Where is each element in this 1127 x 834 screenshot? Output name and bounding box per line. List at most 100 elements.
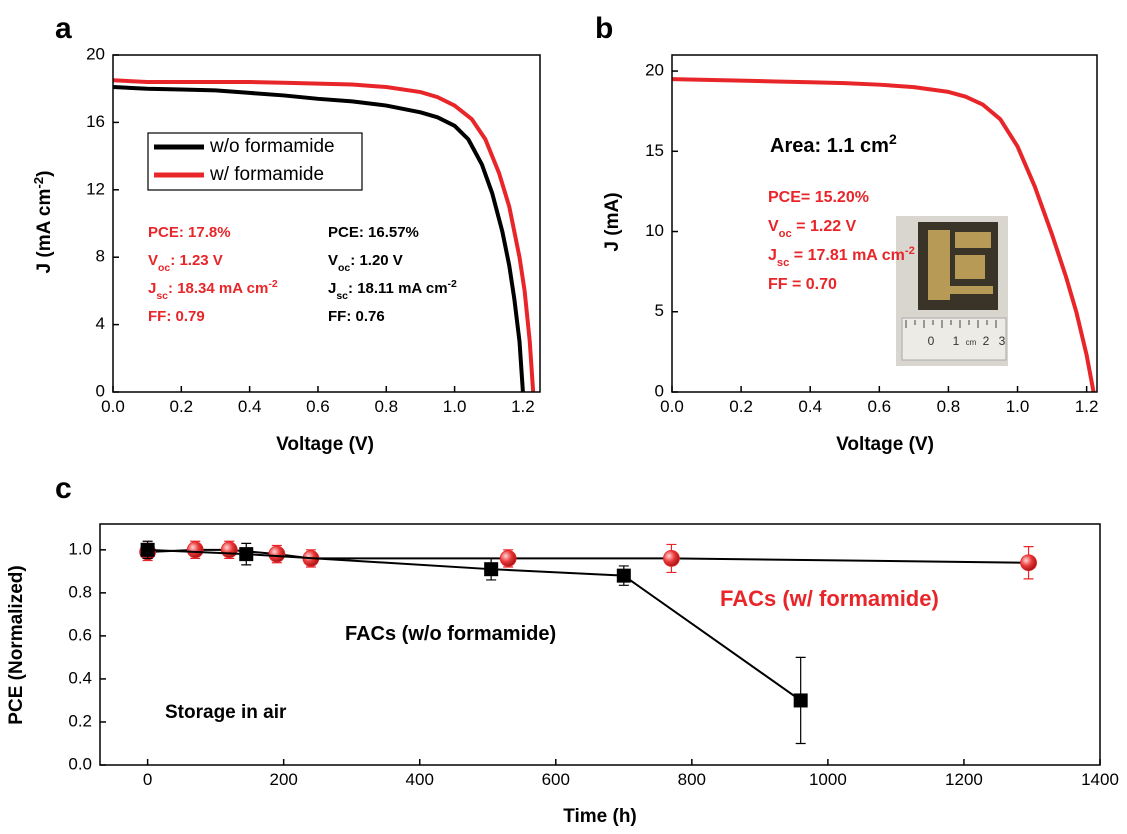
annotation: FF = 0.70: [768, 276, 837, 293]
y-tick-label: 10: [645, 221, 664, 240]
x-tick-label: 600: [542, 770, 570, 789]
x-tick-label: 1.2: [511, 397, 535, 416]
series-line: [112, 85, 525, 393]
y-tick-label: 15: [645, 141, 664, 160]
y-tick-label: 12: [86, 179, 105, 198]
x-tick-label: 0.4: [798, 397, 822, 416]
y-tick-label: 16: [86, 112, 105, 131]
annotation: Storage in air: [165, 702, 287, 723]
text-segment: oc: [158, 262, 170, 274]
annotation: Jsc: 18.34 mA cm-2: [148, 278, 278, 302]
marker: [1020, 554, 1037, 572]
y-tick-label: 0: [655, 381, 664, 400]
text-segment: J (mA cm: [34, 189, 55, 274]
text-segment: sc: [777, 257, 789, 269]
x-tick-label: 1.0: [443, 397, 467, 416]
series-line: [671, 77, 1096, 393]
series-label: FACs (w/ formamide): [720, 586, 939, 611]
x-tick-label: 0.4: [238, 397, 262, 416]
text-segment: = 17.81 mA cm: [789, 247, 904, 264]
x-tick-label: 1.0: [1006, 397, 1030, 416]
x-axis-label: Time (h): [563, 806, 637, 827]
y-tick-label: 0: [96, 381, 105, 400]
text-segment: Voltage (V): [276, 434, 374, 455]
x-axis-label: Voltage (V): [276, 434, 374, 455]
series-line: [112, 78, 536, 393]
x-tick-label: 0: [143, 770, 152, 789]
text-segment: : 1.23 V: [170, 252, 223, 269]
x-tick-label: 0.0: [660, 397, 684, 416]
y-tick-label: 0.6: [68, 625, 92, 644]
text-segment: oc: [779, 228, 792, 240]
text-segment: = 1.22 V: [792, 218, 857, 235]
marker: [220, 541, 238, 559]
x-tick-label: 400: [406, 770, 434, 789]
text-segment: V: [768, 218, 779, 235]
text-segment: Area: 1.1 cm: [770, 135, 889, 157]
x-tick-label: 0.2: [729, 397, 753, 416]
annotation: Voc: 1.20 V: [328, 252, 403, 274]
x-tick-label: 1.2: [1075, 397, 1099, 416]
text-segment: PCE= 15.20%: [768, 189, 869, 206]
marker: [239, 547, 254, 562]
y-tick-label: 20: [645, 61, 664, 80]
x-tick-label: 0.0: [101, 397, 125, 416]
marker: [140, 542, 155, 557]
marker: [268, 545, 286, 563]
marker: [484, 562, 499, 577]
panel-label: b: [595, 12, 613, 45]
text-segment: FF: 0.79: [148, 308, 205, 325]
annotation: Voc = 1.22 V: [768, 218, 857, 240]
text-segment: sc: [336, 290, 348, 302]
y-tick-label: 8: [96, 247, 105, 266]
text-segment: V: [148, 252, 158, 269]
x-tick-label: 1200: [945, 770, 983, 789]
text-segment: : 1.20 V: [350, 252, 403, 269]
marker: [663, 550, 680, 567]
inset-label: 1: [953, 334, 960, 348]
x-tick-label: 1000: [809, 770, 847, 789]
y-axis-label: PCE (Normalized): [6, 565, 27, 724]
text-segment: Time (h): [563, 806, 637, 827]
text-segment: -2: [448, 278, 457, 290]
y-tick-label: 20: [86, 44, 105, 63]
text-segment: -2: [268, 278, 277, 290]
x-tick-label: 0.8: [374, 397, 398, 416]
text-segment: ): [34, 171, 55, 177]
y-tick-label: 0.8: [68, 582, 92, 601]
inset-label: 3: [999, 334, 1006, 348]
marker: [793, 693, 808, 708]
annotation: Jsc: 18.11 mA cm-2: [328, 278, 457, 302]
text-segment: V: [328, 252, 338, 269]
annotation: FF: 0.79: [148, 308, 205, 325]
legend-label: w/o formamide: [209, 136, 335, 157]
text-segment: sc: [156, 290, 168, 302]
marker: [499, 550, 517, 567]
text-segment: 2: [889, 131, 897, 147]
text-segment: -2: [905, 245, 915, 257]
plot-frame: [112, 54, 541, 393]
text-segment: J: [148, 280, 156, 297]
text-segment: oc: [338, 262, 350, 274]
plot-frame: [99, 523, 1101, 766]
y-tick-label: 0.4: [68, 668, 92, 687]
marker: [186, 541, 204, 559]
text-segment: Voltage (V): [836, 434, 934, 455]
annotation: FF: 0.76: [328, 308, 385, 325]
series-label: FACs (w/o formamide): [345, 623, 556, 645]
annotation: Jsc = 17.81 mA cm-2: [768, 245, 915, 269]
annotation: PCE: 17.8%: [148, 224, 231, 241]
text-segment: FF = 0.70: [768, 276, 837, 293]
x-tick-label: 0.2: [169, 397, 193, 416]
y-axis-label: J (mA): [602, 192, 623, 251]
x-tick-label: 0.6: [867, 397, 891, 416]
plot-frame: [671, 54, 1098, 393]
text-segment: PCE: 17.8%: [148, 224, 231, 241]
annotation: PCE: 16.57%: [328, 224, 419, 241]
text-segment: J (mA): [602, 192, 623, 251]
annotation: Area: 1.1 cm2: [770, 131, 897, 157]
legend-label: w/ formamide: [209, 164, 324, 185]
text-segment: -2: [31, 177, 46, 189]
